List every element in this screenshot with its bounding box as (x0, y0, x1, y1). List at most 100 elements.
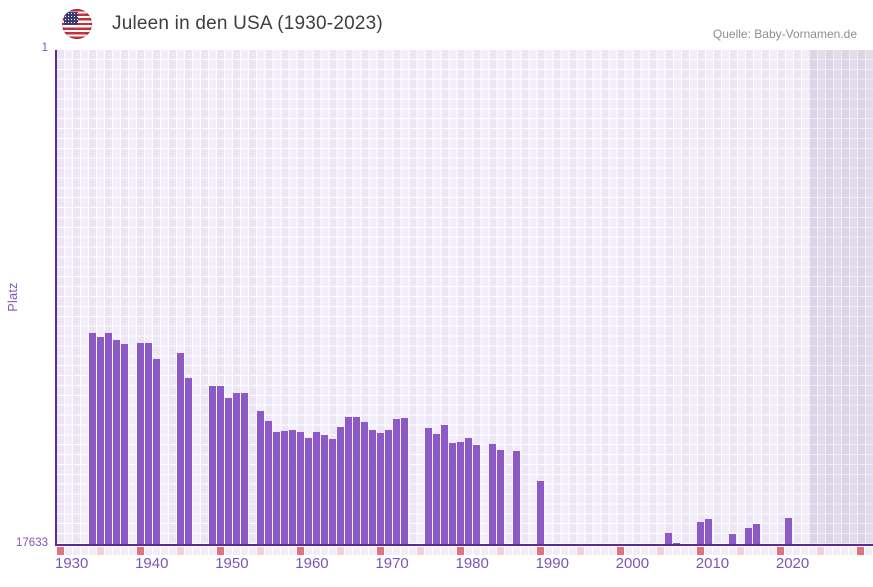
bar-1980[interactable] (456, 441, 464, 544)
bar-1971[interactable] (384, 429, 392, 544)
x-tick-label-1940: 1940 (135, 555, 169, 572)
bar-2014[interactable] (729, 533, 737, 544)
tick-cell-1937 (112, 547, 120, 555)
bar-1956[interactable] (264, 421, 272, 544)
bar-1967[interactable] (352, 416, 360, 544)
plot-grid-background (56, 50, 873, 544)
bar-1960[interactable] (296, 431, 304, 544)
tick-cell-2009 (689, 547, 697, 555)
major-tick-cell-1970 (376, 547, 384, 555)
x-tick-label-1970: 1970 (375, 555, 409, 572)
tick-cell-2023 (801, 547, 809, 555)
tick-cell-1938 (120, 547, 128, 555)
future-years-shaded-region (808, 50, 873, 544)
tick-cell-2004 (649, 547, 657, 555)
bar-1966[interactable] (344, 416, 352, 544)
bar-2007[interactable] (673, 542, 681, 544)
tick-cell-1989 (529, 547, 537, 555)
tick-cell-1996 (585, 547, 593, 555)
tick-cell-1979 (448, 547, 456, 555)
tick-cell-2028 (841, 547, 849, 555)
minor-tick-cell-1985 (497, 547, 505, 555)
bar-1959[interactable] (288, 429, 296, 544)
bar-1981[interactable] (465, 437, 472, 544)
bar-1962[interactable] (312, 431, 320, 544)
tick-cell-1947 (192, 547, 200, 555)
bar-2016[interactable] (745, 528, 753, 544)
bar-1976[interactable] (424, 428, 432, 544)
bar-2010[interactable] (697, 521, 705, 544)
bar-1969[interactable] (368, 429, 376, 544)
tick-cell-1991 (545, 547, 553, 555)
bar-1961[interactable] (304, 437, 312, 544)
bar-1940[interactable] (136, 343, 144, 544)
tick-cell-2001 (625, 547, 633, 555)
tick-cell-1977 (432, 547, 440, 555)
bar-1951[interactable] (224, 397, 232, 544)
tick-cell-1981 (465, 547, 472, 555)
bar-1934[interactable] (88, 333, 96, 544)
bar-1982[interactable] (473, 445, 480, 544)
bar-1979[interactable] (448, 442, 456, 544)
bar-1970[interactable] (376, 432, 384, 544)
bar-1973[interactable] (400, 417, 408, 544)
tick-cell-1997 (593, 547, 601, 555)
tick-cell-2018 (761, 547, 769, 555)
bar-1938[interactable] (120, 344, 128, 544)
tick-cell-1942 (152, 547, 160, 555)
tick-cell-1934 (88, 547, 96, 555)
bar-1964[interactable] (328, 439, 336, 544)
tick-cell-1993 (561, 547, 569, 555)
bar-1968[interactable] (360, 422, 368, 544)
tick-cell-1999 (609, 547, 617, 555)
bar-1965[interactable] (336, 426, 344, 544)
bar-1990[interactable] (537, 481, 545, 544)
minor-tick-cell-2015 (737, 547, 745, 555)
major-tick-cell-1950 (216, 547, 224, 555)
bar-1972[interactable] (392, 419, 400, 544)
x-tick-label-1950: 1950 (215, 555, 249, 572)
major-tick-cell-2010 (697, 547, 705, 555)
tick-cell-1988 (521, 547, 529, 555)
bar-2017[interactable] (753, 523, 761, 544)
bar-1950[interactable] (216, 386, 224, 544)
bar-2021[interactable] (785, 517, 793, 544)
bar-1963[interactable] (320, 435, 328, 544)
tick-cell-1987 (513, 547, 521, 555)
bar-1936[interactable] (104, 333, 112, 544)
x-tick-label-2010: 2010 (695, 555, 730, 572)
bar-2011[interactable] (705, 518, 713, 544)
tick-cell-2006 (665, 547, 673, 555)
tick-cell-1978 (440, 547, 448, 555)
tick-cell-1952 (232, 547, 240, 555)
bar-1957[interactable] (272, 431, 280, 544)
bar-1941[interactable] (144, 343, 152, 544)
major-tick-cell-2000 (617, 547, 625, 555)
bar-1987[interactable] (513, 450, 521, 544)
bar-1942[interactable] (152, 359, 160, 544)
tick-cell-1944 (168, 547, 176, 555)
tick-cell-1964 (328, 547, 336, 555)
tick-cell-2007 (673, 547, 681, 555)
x-tick-label-1930: 1930 (55, 555, 89, 572)
tick-cell-2003 (641, 547, 649, 555)
tick-cell-1998 (601, 547, 609, 555)
bar-1946[interactable] (184, 378, 192, 544)
bar-1935[interactable] (96, 337, 104, 544)
bar-1985[interactable] (497, 450, 505, 544)
bar-1949[interactable] (208, 386, 216, 544)
tick-cell-1994 (569, 547, 577, 555)
tick-cell-1939 (128, 547, 136, 555)
bar-1984[interactable] (489, 443, 497, 544)
bar-1945[interactable] (176, 353, 184, 544)
bar-1955[interactable] (256, 410, 264, 544)
bar-1952[interactable] (232, 393, 240, 544)
bar-1953[interactable] (240, 393, 248, 544)
bar-1958[interactable] (280, 431, 288, 544)
bar-1977[interactable] (432, 434, 440, 544)
bar-1937[interactable] (112, 340, 120, 544)
bar-2006[interactable] (665, 532, 673, 544)
bar-1978[interactable] (440, 425, 448, 544)
tick-cell-2016 (745, 547, 753, 555)
